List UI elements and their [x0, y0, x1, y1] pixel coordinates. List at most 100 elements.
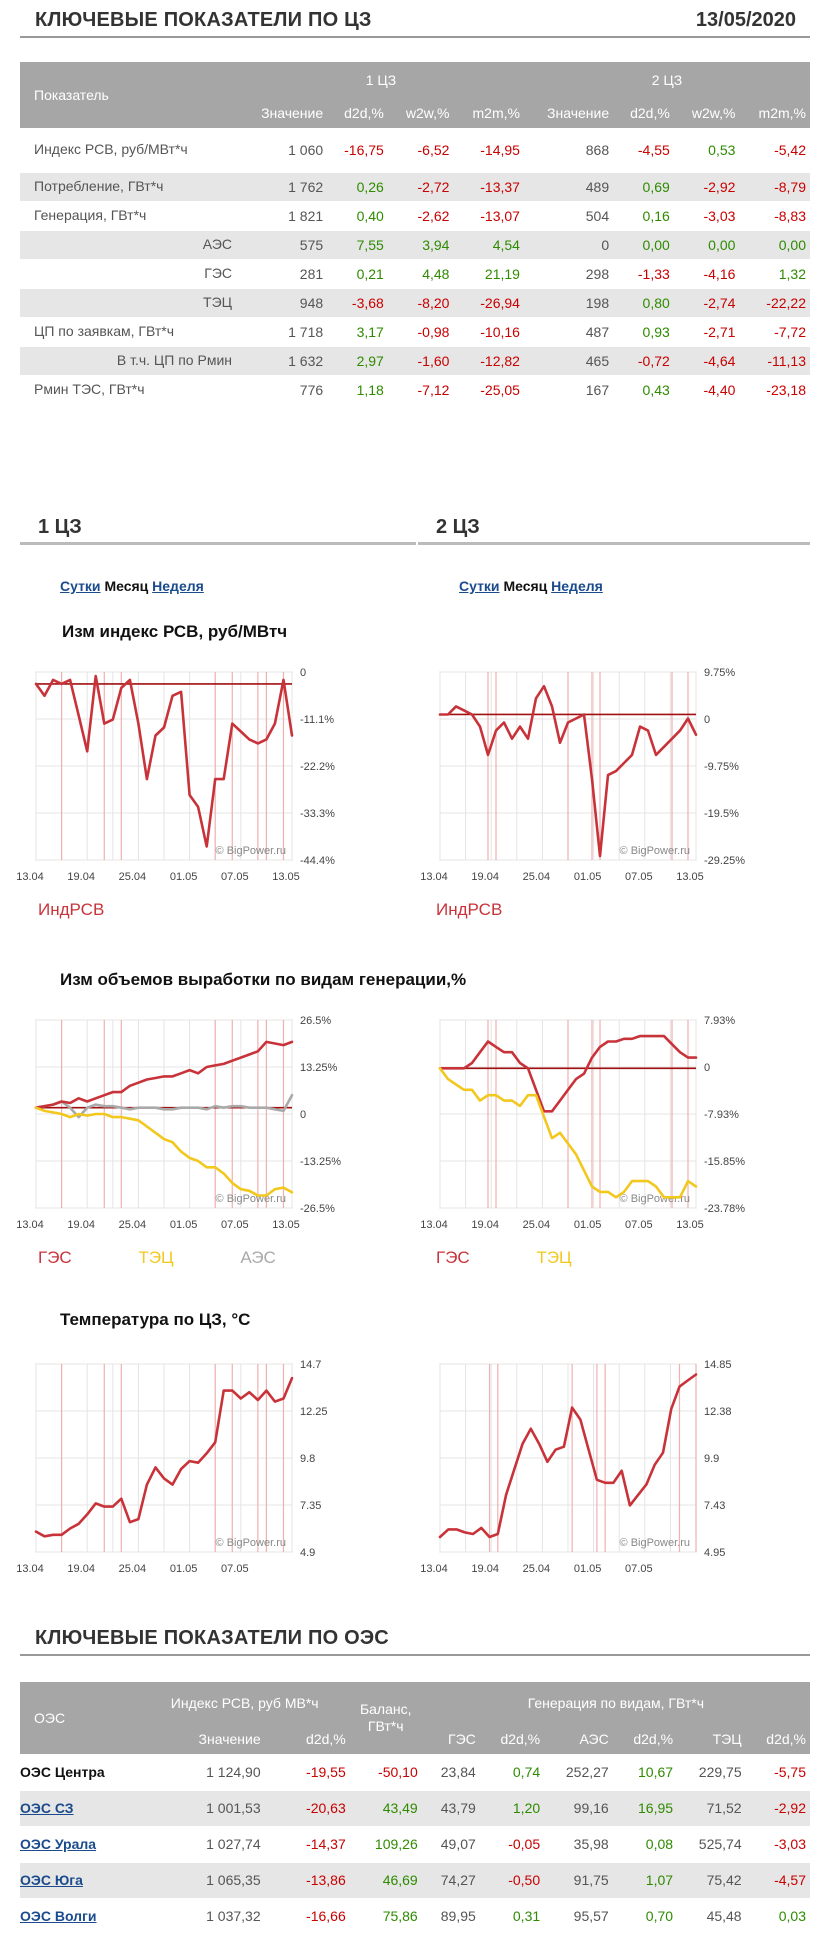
oes-title: КЛЮЧЕВЫЕ ПОКАЗАТЕЛИ ПО ОЭС	[35, 1626, 389, 1649]
zone1-header: 1 ЦЗ	[20, 514, 416, 545]
period-month-current: Месяц	[503, 578, 548, 594]
change-cell: 3,94	[387, 230, 454, 260]
y-tick-label: 26.5%	[300, 1015, 331, 1027]
value-cell: 776	[238, 375, 328, 405]
value-cell: 43,79	[421, 1790, 480, 1827]
row-label: Потребление, ГВт*ч	[20, 172, 238, 202]
change-cell: -19,55	[264, 1754, 350, 1791]
watermark: © BigPower.ru	[620, 1537, 690, 1549]
subcol-4: Значение	[523, 98, 614, 128]
change-cell: -13,86	[264, 1862, 350, 1899]
x-tick-label: 25.04	[119, 1219, 147, 1231]
y-tick-label: 12.38	[704, 1406, 732, 1418]
period-week-link[interactable]: Неделя	[152, 578, 204, 594]
oes-name[interactable]: ОЭС Волги	[20, 1908, 97, 1924]
change-cell: 1,32	[739, 259, 810, 289]
value-cell: 45,48	[677, 1898, 746, 1935]
oes-name[interactable]: ОЭС СЗ	[20, 1800, 74, 1816]
y-tick-label: 14.85	[704, 1359, 732, 1371]
value-cell: 1 027,74	[139, 1826, 265, 1863]
table-row: ЦП по заявкам, ГВт*ч 1 718 3,17 -0,98 -10,16…	[20, 317, 810, 347]
period-day-link[interactable]: Сутки	[459, 578, 500, 594]
table-row: АЭС 575 7,55 3,94 4,54 0 0,00 0,00 0,00	[20, 230, 810, 260]
col-indicator: Показатель	[20, 62, 238, 128]
change-cell: 46,69	[349, 1862, 422, 1899]
change-cell: 3,17	[327, 317, 388, 347]
row-label: ГЭС	[20, 259, 238, 289]
change-cell: 0,80	[613, 288, 674, 318]
change-cell: 0,03	[745, 1898, 810, 1935]
change-cell: -2,92	[745, 1790, 810, 1827]
change-cell: -25,05	[453, 375, 524, 405]
value-cell: 487	[523, 317, 614, 347]
oes-name[interactable]: ОЭС Юга	[20, 1872, 83, 1888]
y-tick-label: 13.25%	[300, 1062, 338, 1074]
y-tick-label: 0	[300, 1109, 306, 1121]
table-row: ОЭС Юга 1 065,35 -13,86 46,69 74,27 -0,50 91,7…	[20, 1862, 810, 1899]
series-line-ИндРСВ	[34, 674, 294, 848]
oes-subcol-0: Значение	[139, 1724, 265, 1754]
oes-name[interactable]: ОЭС Урала	[20, 1836, 97, 1852]
period-week-link[interactable]: Неделя	[551, 578, 603, 594]
value-cell: 281	[238, 259, 328, 289]
change-cell: 0,16	[613, 201, 674, 231]
change-cell: -13,37	[453, 172, 524, 202]
period-day-link[interactable]: Сутки	[60, 578, 101, 594]
zone2-title: 2 ЦЗ	[436, 516, 480, 538]
value-cell: 1 124,90	[139, 1754, 265, 1791]
subcol-5: d2d,%	[613, 98, 674, 128]
change-cell: -20,63	[264, 1790, 350, 1827]
change-cell: -8,83	[739, 201, 810, 231]
x-tick-label: 13.04	[16, 1219, 44, 1231]
table-row: ОЭС Волги 1 037,32 -16,66 75,86 89,95 0,31 95,…	[20, 1898, 810, 1935]
change-cell: -14,95	[453, 128, 524, 173]
x-tick-label: 25.04	[523, 871, 551, 883]
oes-subcol-4: АЭС	[544, 1724, 613, 1754]
series-line-Температура	[438, 1373, 698, 1539]
change-cell: 75,86	[349, 1898, 422, 1935]
change-cell: 1,20	[479, 1790, 545, 1827]
y-tick-label: 9.75%	[704, 667, 735, 679]
legend-tec: ТЭЦ	[138, 1248, 174, 1267]
y-tick-label: 7.43	[704, 1500, 725, 1512]
change-cell: 10,67	[612, 1754, 678, 1791]
watermark: © BigPower.ru	[620, 1193, 690, 1205]
x-tick-label: 07.05	[221, 871, 249, 883]
cz-indicators-table: Показатель 1 ЦЗ 2 ЦЗ Значение d2d,% w2w,% m…	[20, 62, 810, 405]
change-cell: 0,31	[479, 1898, 545, 1935]
y-tick-label: 9.9	[704, 1453, 719, 1465]
change-cell: -3,68	[327, 288, 388, 318]
change-cell: 16,95	[612, 1790, 678, 1827]
table-row: Потребление, ГВт*ч 1 762 0,26 -2,72 -13,37 48…	[20, 172, 810, 202]
x-tick-label: 25.04	[119, 871, 147, 883]
change-cell: 21,19	[453, 259, 524, 289]
change-cell: -1,60	[387, 346, 454, 376]
change-cell: -2,62	[387, 201, 454, 231]
watermark: © BigPower.ru	[216, 1537, 286, 1549]
change-cell: -8,20	[387, 288, 454, 318]
oes-subcol-7: d2d,%	[745, 1724, 810, 1754]
change-cell: -4,57	[745, 1862, 810, 1899]
temp-chart-title: Температура по ЦЗ, °C	[60, 1310, 251, 1329]
y-tick-label: 7.93%	[704, 1015, 735, 1027]
series-line-ИндРСВ	[438, 684, 698, 858]
subcol-0: Значение	[238, 98, 328, 128]
subcol-1: d2d,%	[327, 98, 388, 128]
value-cell: 35,98	[544, 1826, 613, 1863]
y-tick-label: -33.3%	[300, 808, 335, 820]
change-cell: -4,55	[613, 128, 674, 173]
series-line-ГЭС	[34, 1040, 294, 1109]
oes-name-cell: ОЭС СЗ	[20, 1790, 140, 1827]
change-cell: 0,08	[612, 1826, 678, 1863]
x-tick-label: 19.04	[67, 871, 95, 883]
change-cell: -16,75	[327, 128, 388, 173]
value-cell: 504	[523, 201, 614, 231]
x-tick-label: 07.05	[221, 1219, 249, 1231]
x-tick-label: 13.04	[420, 1563, 448, 1575]
period-month-current: Месяц	[104, 578, 149, 594]
value-cell: 1 718	[238, 317, 328, 347]
temp-chart-2cz: 14.85 12.38 9.9 7.43 4.95 13.04 19.04 25.04 01.0…	[420, 1359, 732, 1575]
watermark: © BigPower.ru	[216, 1193, 286, 1205]
value-cell: 1 632	[238, 346, 328, 376]
col-gen: Генерация по видам, ГВт*ч	[421, 1682, 810, 1724]
